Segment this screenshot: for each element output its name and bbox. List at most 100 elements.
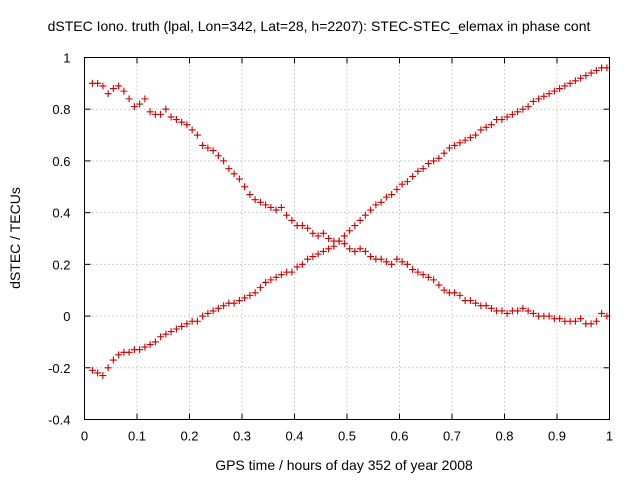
data-point [251, 196, 259, 204]
data-point [398, 180, 406, 188]
data-point [125, 95, 133, 103]
data-point [246, 191, 254, 199]
data-point [445, 144, 453, 152]
data-point [403, 178, 411, 186]
data-point [115, 82, 123, 90]
x-tick-label: 0.3 [233, 429, 251, 444]
data-point [204, 144, 212, 152]
data-point [577, 74, 585, 82]
data-point [288, 216, 296, 224]
data-point [367, 206, 375, 214]
data-point [377, 198, 385, 206]
data-point [99, 82, 107, 90]
data-point [288, 268, 296, 276]
data-point [241, 183, 249, 191]
data-point [524, 103, 532, 111]
data-point [167, 113, 175, 121]
data-point [94, 79, 102, 87]
data-point [351, 222, 359, 230]
data-point [398, 258, 406, 266]
x-tick-labels: 0 0.1 0.2 0.3 0.4 0.5 0.6 0.7 0.8 0.9 1 [81, 429, 613, 444]
data-point [456, 139, 464, 147]
data-point [435, 154, 443, 162]
data-point [430, 276, 438, 284]
data-point [487, 304, 495, 312]
data-point [361, 247, 369, 255]
data-point [498, 116, 506, 124]
data-point [477, 126, 485, 134]
data-point [304, 224, 312, 232]
x-tick-label: 0 [81, 429, 88, 444]
data-point [424, 273, 432, 281]
data-point [188, 126, 196, 134]
data-point [178, 322, 186, 330]
data-point [592, 66, 600, 74]
data-point [319, 247, 327, 255]
data-point [162, 330, 170, 338]
y-tick-label: 1 [63, 51, 70, 66]
data-point [325, 235, 333, 242]
data-point [566, 79, 574, 87]
data-points [88, 64, 611, 380]
data-point [388, 260, 396, 268]
data-point [508, 110, 516, 118]
data-point [403, 260, 411, 268]
x-tick-label: 0.6 [390, 429, 408, 444]
data-point [277, 203, 285, 211]
data-point [167, 328, 175, 336]
data-point [356, 245, 364, 253]
x-tick-label: 0.7 [443, 429, 461, 444]
data-point [529, 97, 537, 105]
data-point [346, 227, 354, 235]
data-point [440, 149, 448, 157]
data-point [556, 315, 564, 323]
data-point [104, 90, 112, 98]
data-point [115, 351, 123, 359]
data-point [592, 317, 600, 325]
y-tick-label: 0.2 [52, 257, 70, 272]
data-point [220, 157, 228, 165]
x-tick-label: 0.5 [338, 429, 356, 444]
data-point [393, 255, 401, 263]
data-point [319, 229, 327, 237]
data-point [293, 263, 301, 271]
data-point [298, 260, 306, 268]
data-point [314, 232, 322, 240]
data-point [178, 118, 186, 126]
data-point [283, 211, 291, 219]
data-point [503, 309, 511, 317]
x-tick-label: 0.9 [548, 429, 566, 444]
data-point [451, 141, 459, 149]
data-point [199, 141, 207, 149]
data-point [214, 152, 222, 160]
x-tick-label: 0.2 [180, 429, 198, 444]
data-point [193, 317, 201, 325]
data-point [136, 346, 144, 354]
data-point [88, 366, 96, 374]
data-point [241, 294, 249, 302]
x-tick-label: 0.1 [128, 429, 146, 444]
data-point [556, 85, 564, 93]
data-point [109, 356, 117, 364]
y-tick-label: 0.4 [52, 206, 70, 221]
data-point [419, 165, 427, 173]
data-point [514, 108, 522, 116]
data-point [377, 255, 385, 263]
data-point [235, 175, 243, 183]
data-point [540, 92, 548, 100]
data-point [141, 343, 149, 351]
data-point [409, 172, 417, 180]
data-point [356, 216, 364, 224]
data-point [414, 268, 422, 276]
data-point [272, 273, 280, 281]
data-point [393, 185, 401, 193]
data-point [461, 136, 469, 144]
data-point [330, 242, 338, 250]
y-tick-label: 0.6 [52, 154, 70, 169]
data-point [340, 240, 348, 248]
data-point [414, 167, 422, 175]
data-point [172, 325, 180, 333]
data-point [545, 312, 553, 320]
data-point [130, 103, 138, 111]
